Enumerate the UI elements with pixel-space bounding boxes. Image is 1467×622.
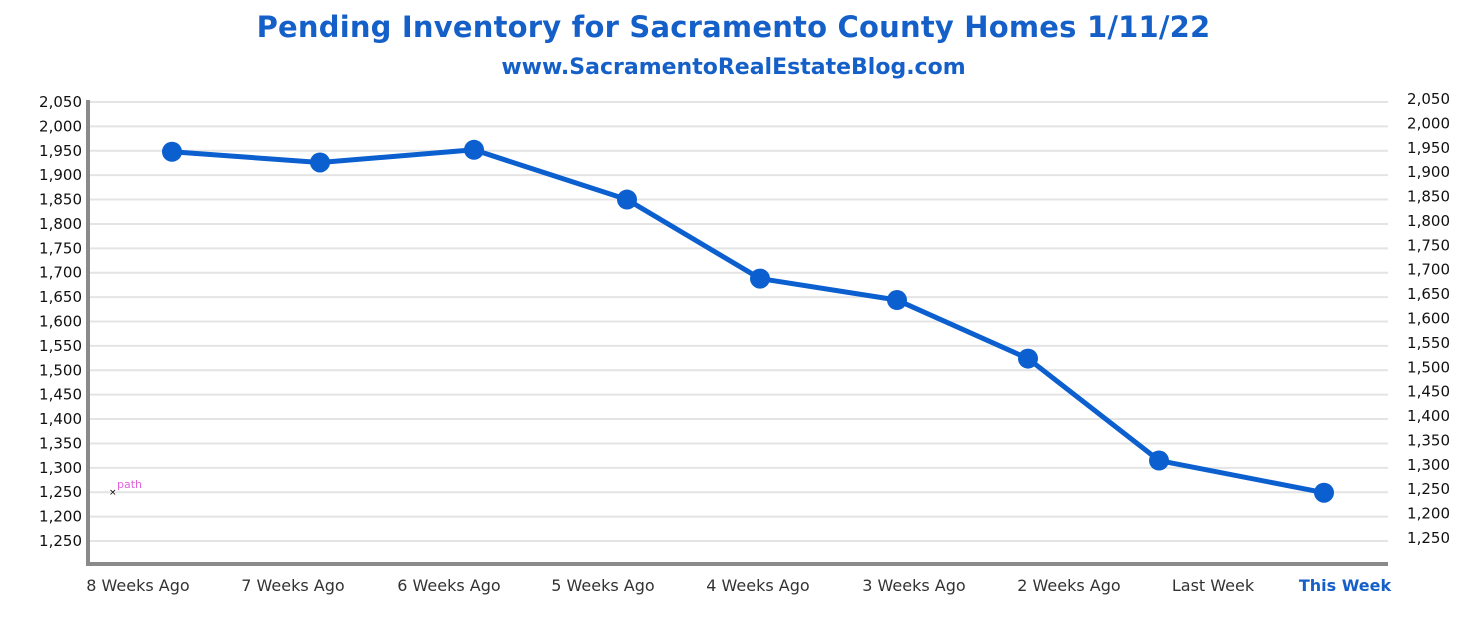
right-y-tick-label: 1,500: [1407, 358, 1450, 376]
right-y-tick-label: 1,650: [1407, 285, 1450, 303]
right-y-tick-label: 2,000: [1407, 114, 1450, 132]
right-y-tick-label: 1,800: [1407, 212, 1450, 230]
x-axis-labels: 8 Weeks Ago 7 Weeks Ago 6 Weeks Ago 5 Weeks…: [86, 576, 1391, 595]
right-y-tick-label: 1,200: [1407, 505, 1450, 523]
x-tick-label: 7 Weeks Ago: [241, 576, 344, 595]
right-y-tick-label: 1,350: [1407, 431, 1450, 449]
left-y-tick-label: 1,250: [39, 483, 82, 501]
left-y-tick-label: 1,700: [39, 264, 82, 282]
left-y-tick-label: 1,650: [39, 288, 82, 306]
x-tick-label: This Week: [1299, 576, 1392, 595]
right-y-tick-label: 1,400: [1407, 407, 1450, 425]
right-y-tick-label: 1,250: [1407, 529, 1450, 547]
annotation-label: path: [117, 478, 142, 491]
left-y-tick-label: 2,050: [39, 93, 82, 111]
x-tick-label: 6 Weeks Ago: [397, 576, 500, 595]
gridlines: [90, 101, 1388, 542]
data-point: 3 Weeks Ago: 1644: [887, 290, 907, 311]
data-point: 6 Weeks Ago: 1952: [464, 139, 484, 160]
left-y-tick-label: 1,600: [39, 313, 82, 331]
x-tick-label: 4 Weeks Ago: [706, 576, 809, 595]
right-y-tick-label: 1,450: [1407, 383, 1450, 401]
left-y-tick-label: 1,950: [39, 142, 82, 160]
annotation-marker: ×: [109, 488, 117, 498]
data-point: This Week: 1249: [1314, 482, 1334, 503]
data-points: 8 Weeks Ago: 1948 7 Weeks Ago: 1926 6 Week…: [162, 139, 1334, 503]
right-y-tick-label: 1,850: [1407, 188, 1450, 206]
right-y-tick-label: 1,300: [1407, 456, 1450, 474]
data-point: 4 Weeks Ago: 1688: [750, 268, 770, 289]
left-y-tick-label: 1,800: [39, 215, 82, 233]
chart-subtitle: www.SacramentoRealEstateBlog.com: [501, 55, 966, 80]
right-y-tick-label: 1,550: [1407, 334, 1450, 352]
left-y-tick-label: 1,500: [39, 361, 82, 379]
left-y-tick-label: 1,750: [39, 239, 82, 257]
right-y-tick-label: 1,900: [1407, 163, 1450, 181]
data-point: 5 Weeks Ago: 1850: [617, 189, 637, 210]
data-point: 8 Weeks Ago: 1948: [162, 141, 182, 162]
left-y-tick-label: 1,450: [39, 386, 82, 404]
left-y-tick-label: 1,400: [39, 410, 82, 428]
x-tick-label: Last Week: [1172, 576, 1255, 595]
left-y-tick-label: 1,250: [39, 532, 82, 550]
left-y-tick-label: 2,000: [39, 117, 82, 135]
chart-title: Pending Inventory for Sacramento County …: [256, 10, 1211, 44]
left-y-tick-label: 1,300: [39, 459, 82, 477]
right-y-tick-label: 1,950: [1407, 139, 1450, 157]
x-tick-label: 2 Weeks Ago: [1017, 576, 1120, 595]
data-point: Last Week: 1315: [1149, 450, 1169, 471]
data-point: 7 Weeks Ago: 1926: [310, 152, 330, 173]
right-y-tick-label: 2,050: [1407, 90, 1450, 108]
left-y-tick-label: 1,200: [39, 508, 82, 526]
left-y-tick-label: 1,550: [39, 337, 82, 355]
annotations: ×path: [109, 478, 142, 498]
x-tick-label: 5 Weeks Ago: [551, 576, 654, 595]
right-y-tick-label: 1,750: [1407, 236, 1450, 254]
x-tick-label: 3 Weeks Ago: [862, 576, 965, 595]
x-tick-label: 8 Weeks Ago: [86, 576, 189, 595]
right-y-tick-label: 1,700: [1407, 261, 1450, 279]
right-y-axis-ticks: 2,050 2,000 1,950 1,900 1,850 1,800 1,750 1,700…: [1407, 90, 1450, 547]
left-y-tick-label: 1,350: [39, 434, 82, 452]
left-y-axis-ticks: 2,050 2,000 1,950 1,900 1,850 1,800 1,750 1,700…: [39, 93, 82, 550]
left-y-tick-label: 1,900: [39, 166, 82, 184]
left-y-tick-label: 1,850: [39, 191, 82, 209]
right-y-tick-label: 1,600: [1407, 310, 1450, 328]
right-y-tick-label: 1,250: [1407, 480, 1450, 498]
data-point: 2 Weeks Ago: 1524: [1018, 348, 1038, 369]
